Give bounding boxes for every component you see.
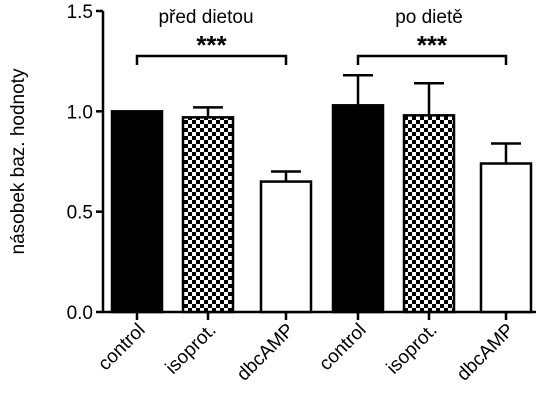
y-axis-title: násobek baz. hodnoty <box>8 68 29 254</box>
significance-marker: *** <box>417 30 448 60</box>
group-title: po dietě <box>395 7 463 28</box>
significance-marker: *** <box>196 30 227 60</box>
x-tick-label: control <box>94 320 149 375</box>
x-tick-label: isoprot. <box>162 320 221 379</box>
group-title: před dietou <box>158 7 253 28</box>
bar-dbcAMP <box>259 180 313 314</box>
significance-bracket <box>356 54 508 65</box>
x-tick-label: isoprot. <box>383 320 442 379</box>
x-tick-label: control <box>315 320 370 375</box>
bar-isoprot <box>181 116 235 314</box>
x-tick-label: dbcAMP <box>453 320 519 386</box>
bar-control <box>331 104 385 314</box>
bar-control <box>110 110 164 314</box>
y-tick-label: 1.0 <box>67 102 93 123</box>
significance-bracket <box>135 54 288 65</box>
y-tick-label: 0.0 <box>67 303 93 324</box>
bar-dbcAMP <box>479 162 533 314</box>
y-tick-label: 1.5 <box>67 2 93 23</box>
bar-isoprot <box>402 114 456 314</box>
x-tick-label: dbcAMP <box>233 320 299 386</box>
y-tick-label: 0.5 <box>67 203 93 224</box>
